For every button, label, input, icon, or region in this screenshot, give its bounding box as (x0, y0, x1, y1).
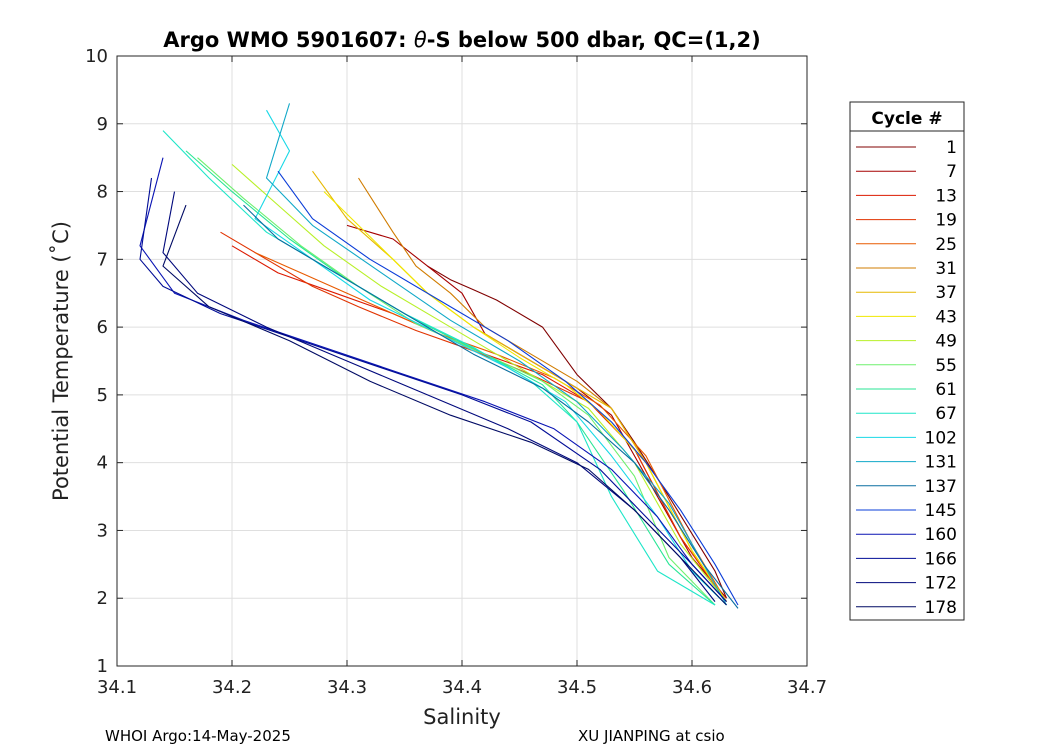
legend-label-1: 1 (946, 138, 957, 158)
legend-label-67: 67 (935, 404, 957, 424)
series-layer (139, 103, 739, 609)
x-axis-label: Salinity (423, 705, 501, 729)
legend-label-25: 25 (935, 235, 957, 255)
x-tick-label: 34.2 (212, 677, 252, 698)
legend-label-55: 55 (935, 356, 957, 376)
y-tick-label: 5 (97, 385, 108, 406)
y-tick-label: 6 (97, 317, 108, 338)
y-tick-label: 9 (97, 114, 108, 135)
x-tick-label: 34.7 (787, 677, 827, 698)
y-tick-label: 4 (97, 453, 108, 474)
series-line-cycle-49 (231, 163, 727, 602)
series-line-cycle-1 (427, 265, 728, 599)
series-line-cycle-178 (162, 204, 727, 606)
legend-label-166: 166 (925, 549, 957, 569)
plot-area: 34.1 34.2 34.3 34.4 34.5 34.6 34.7 1 2 3 4 5 6 7 8 9 10 (85, 46, 827, 698)
legend-label-31: 31 (935, 259, 957, 279)
x-tick-label: 34.4 (442, 677, 482, 698)
legend-label-7: 7 (946, 162, 957, 182)
legend-label-19: 19 (935, 211, 957, 231)
legend-label-49: 49 (935, 332, 957, 352)
legend-label-131: 131 (925, 453, 957, 473)
footer-left: WHOI Argo:14-May-2025 (105, 727, 291, 745)
legend-label-37: 37 (935, 283, 957, 303)
legend-title: Cycle # (871, 109, 942, 129)
x-tick-label: 34.5 (557, 677, 597, 698)
y-tick-label: 10 (85, 46, 108, 67)
series-line-cycle-43 (323, 191, 727, 602)
y-tick-label: 7 (97, 249, 108, 270)
series-line-cycle-67 (162, 130, 716, 606)
footer-right: XU JIANPING at csio (578, 727, 725, 745)
chart-title-theta: θ (414, 28, 427, 52)
series-line-cycle-166 (139, 177, 727, 602)
legend-label-145: 145 (925, 501, 957, 521)
legend-label-137: 137 (925, 477, 957, 497)
legend-label-102: 102 (925, 428, 957, 448)
axis-ticks: 34.1 34.2 34.3 34.4 34.5 34.6 34.7 1 2 3 4 5 6 7 8 9 10 (85, 46, 827, 698)
series-line-cycle-137 (243, 204, 739, 609)
y-tick-label: 1 (97, 656, 108, 677)
y-tick-label: 2 (97, 588, 108, 609)
series-line-cycle-102 (254, 109, 727, 606)
legend-label-160: 160 (925, 525, 957, 545)
legend-box (849, 101, 965, 621)
x-tick-label: 34.3 (327, 677, 367, 698)
y-axis-label: Potential Temperature (˚C) (49, 221, 73, 501)
legend-label-178: 178 (925, 598, 957, 618)
y-tick-label: 8 (97, 182, 108, 203)
legend-entries: 1 7 13 19 25 31 37 43 49 55 61 67 102 131 137 145 160 166… (856, 138, 957, 618)
legend-label-61: 61 (935, 380, 957, 400)
chart-title-part-1: Argo WMO 5901607: (163, 28, 414, 52)
legend: Cycle # 17131925313743495561671021311371… (849, 101, 965, 621)
x-tick-label: 34.1 (97, 677, 137, 698)
legend-label-13: 13 (935, 186, 957, 206)
chart-title-part-2: -S below 500 dbar, QC=(1,2) (427, 28, 761, 52)
series-line-cycle-160 (139, 157, 727, 602)
series-line-cycle-145 (277, 170, 739, 606)
legend-label-43: 43 (935, 307, 957, 327)
series-line-cycle-131 (265, 103, 727, 606)
x-tick-label: 34.6 (672, 677, 712, 698)
y-tick-label: 3 (97, 520, 108, 541)
legend-label-172: 172 (925, 574, 957, 594)
chart-title: Argo WMO 5901607: θ-S below 500 dbar, QC… (163, 28, 760, 52)
